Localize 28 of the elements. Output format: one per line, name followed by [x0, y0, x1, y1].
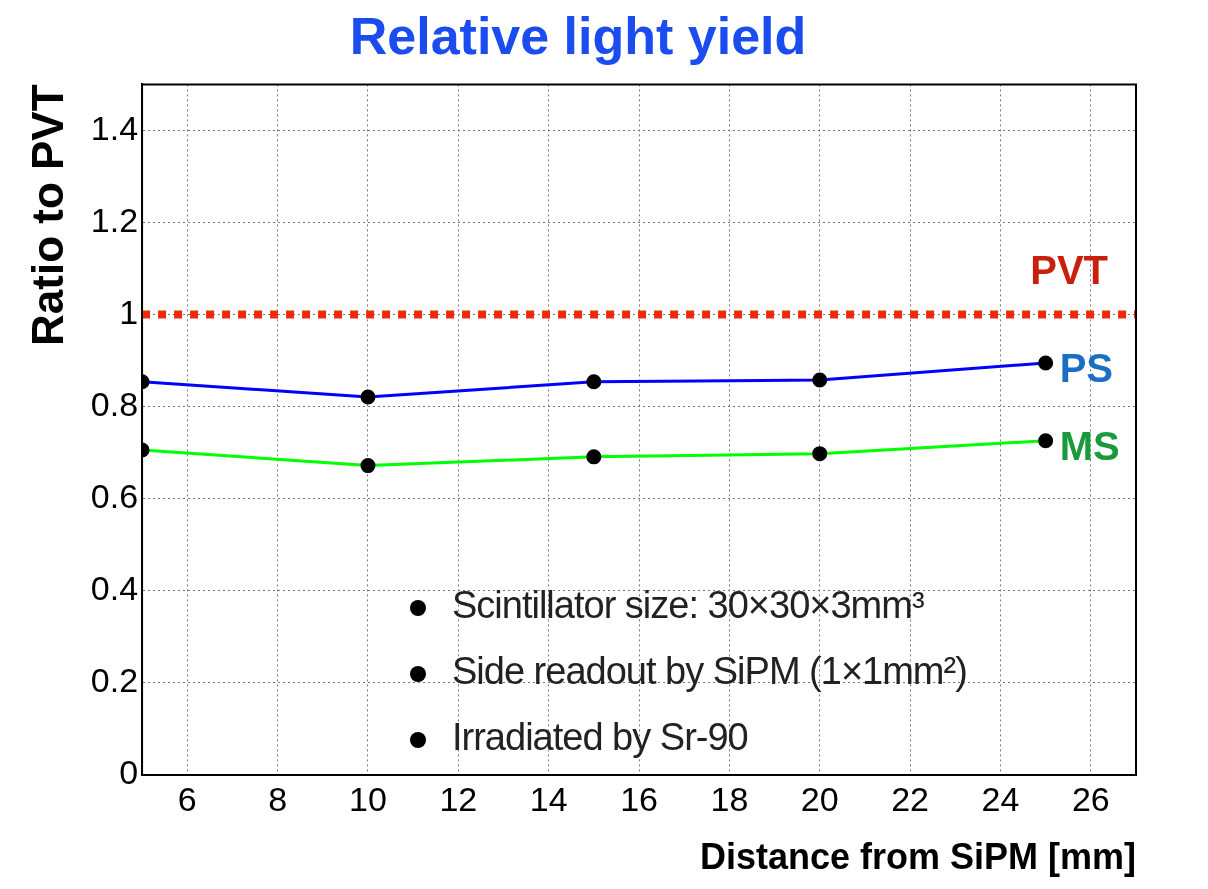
series-label: PS — [1059, 345, 1113, 390]
y-tick-label: 0 — [119, 753, 139, 792]
y-axis-title: Ratio to PVT — [22, 84, 72, 346]
x-tick-label: 6 — [177, 779, 197, 818]
y-tick-label: 0.6 — [90, 477, 139, 516]
y-tick-label: 1.4 — [90, 108, 139, 147]
x-tick-label: 14 — [529, 779, 568, 818]
x-axis-title: Distance from SiPM [mm] — [699, 836, 1136, 878]
y-tick-label: 1 — [119, 292, 139, 331]
y-tick-label: 0.2 — [90, 661, 139, 700]
x-tick-label: 16 — [620, 779, 658, 818]
x-tick-label: 8 — [268, 779, 288, 818]
annotation: Irradiated by Sr-90 — [452, 716, 748, 758]
y-tick-label: 0.4 — [90, 569, 139, 608]
annotation: Scintillator size: 30×30×3mm³ — [452, 584, 924, 626]
ref-line-label: PVT — [1030, 247, 1108, 292]
x-tick-label: 10 — [349, 779, 387, 818]
x-tick-label: 22 — [891, 779, 930, 818]
chart-title: Relative light yield — [349, 6, 807, 65]
annotation: Side readout by SiPM (1×1mm²) — [452, 650, 967, 692]
x-tick-label: 20 — [800, 779, 839, 818]
x-tick-label: 18 — [710, 779, 749, 818]
series-label: MS — [1059, 423, 1120, 468]
x-tick-label: 12 — [439, 779, 478, 818]
x-tick-label: 26 — [1071, 779, 1110, 818]
x-tick-label: 24 — [981, 779, 1020, 818]
y-tick-label: 1.2 — [90, 200, 139, 239]
y-tick-label: 0.8 — [90, 385, 139, 424]
